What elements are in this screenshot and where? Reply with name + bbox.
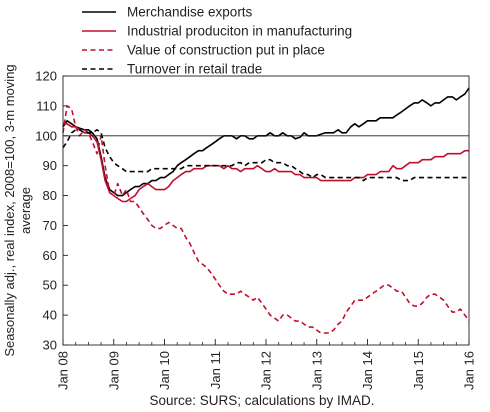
- y-axis-title-line: average: [18, 187, 33, 234]
- y-tick-label: 90: [43, 158, 57, 173]
- series-line-1: [62, 87, 470, 197]
- source-note: Source: SURS; calculations by IMAD.: [149, 393, 374, 408]
- x-tick-label: Jan 08: [56, 351, 71, 390]
- legend-label: Turnover in retail trade: [127, 62, 262, 77]
- y-tick-label: 120: [35, 69, 57, 84]
- legend-label: Industrial produciton in manufacturing: [127, 24, 352, 39]
- legend-label: Merchandise exports: [127, 5, 253, 20]
- series-line-3: [62, 105, 470, 334]
- x-tick-label: Jan 10: [157, 351, 172, 390]
- x-tick-label: Jan 14: [360, 351, 375, 390]
- y-tick-label: 40: [43, 308, 57, 323]
- y-tick-label: 60: [43, 248, 57, 263]
- x-tick-label: Jan 12: [259, 351, 274, 390]
- legend: Merchandise exports Industrial produciton…: [82, 5, 352, 77]
- y-tick-label: 30: [43, 338, 57, 353]
- legend-label: Value of construction put in place: [127, 43, 325, 58]
- plot-area: 30 40 50 60 70 80 90 100 110 120 Jan 08 Jan 09 Jan 1…: [35, 69, 476, 391]
- x-tick-label: Jan 11: [208, 351, 223, 389]
- y-axis-title-line: Seasonally adj., real index, 2008=100, 3…: [2, 64, 17, 356]
- series-line-2: [63, 123, 469, 203]
- plot-frame: [62, 75, 470, 346]
- y-tick-label: 100: [35, 128, 57, 143]
- x-tick-label: Jan 13: [309, 351, 324, 390]
- x-tick-label: Jan 15: [411, 351, 426, 390]
- y-tick-label: 80: [43, 188, 57, 203]
- series-layer: [62, 87, 470, 334]
- x-tick-label: Jan 09: [106, 351, 121, 390]
- axes-layer: 30 40 50 60 70 80 90 100 110 120 Jan 08 Jan 09 Jan 1…: [35, 69, 476, 391]
- y-tick-label: 70: [43, 218, 57, 233]
- y-tick-label: 110: [36, 98, 57, 113]
- y-tick-label: 50: [43, 278, 57, 293]
- y-axis-title: Seasonally adj., real index, 2008=100, 3…: [2, 64, 33, 356]
- series-line-4: [62, 129, 469, 182]
- x-tick-label: Jan 16: [462, 351, 477, 390]
